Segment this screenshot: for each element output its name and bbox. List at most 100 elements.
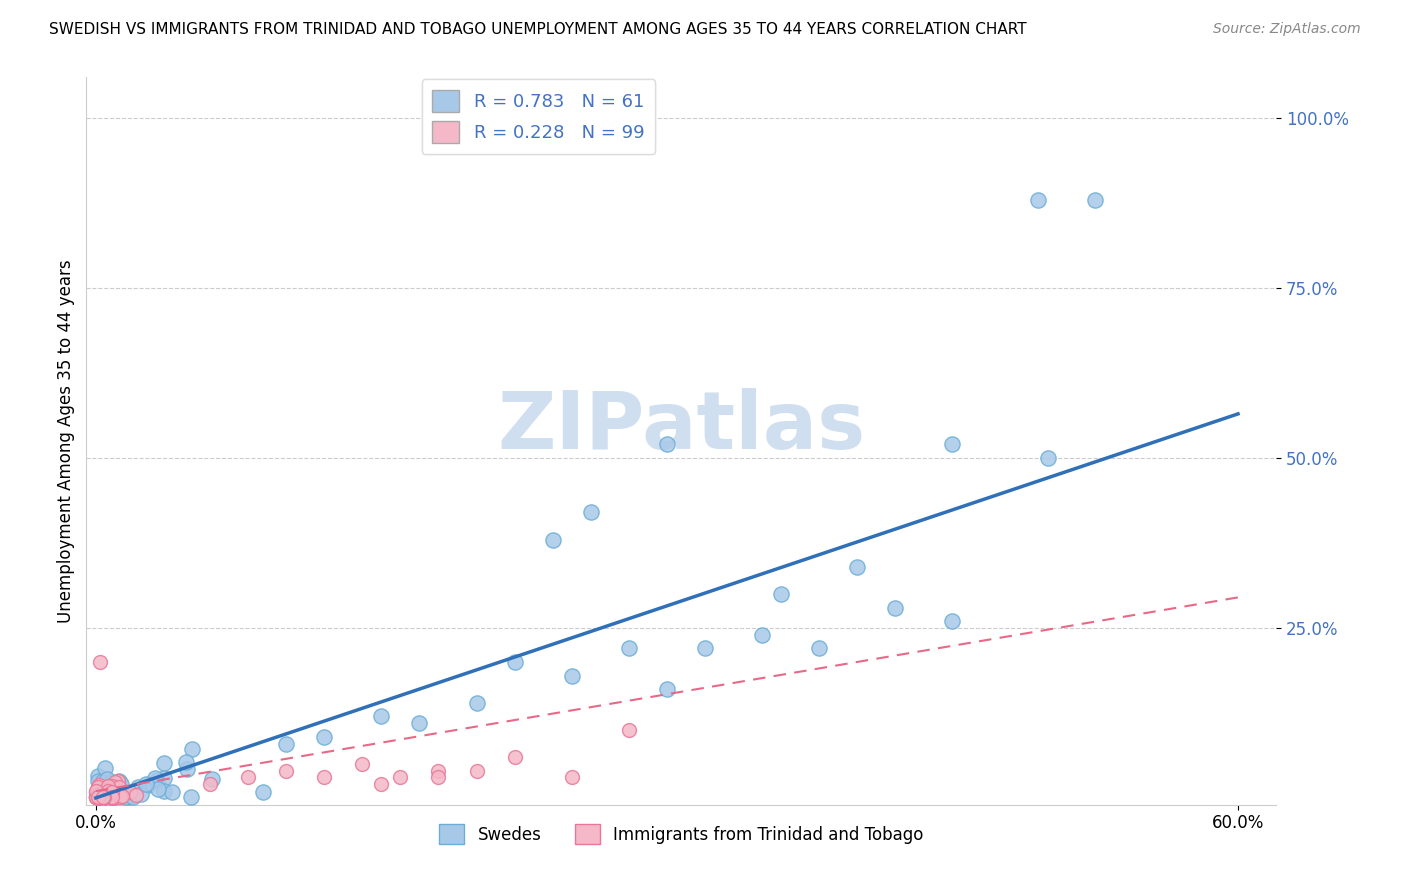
Text: SWEDISH VS IMMIGRANTS FROM TRINIDAD AND TOBAGO UNEMPLOYMENT AMONG AGES 35 TO 44 : SWEDISH VS IMMIGRANTS FROM TRINIDAD AND … bbox=[49, 22, 1026, 37]
Point bbox=[427, 764, 450, 778]
Point bbox=[541, 533, 564, 547]
Point bbox=[90, 790, 112, 805]
Point bbox=[370, 709, 392, 723]
Point bbox=[152, 784, 174, 798]
Point bbox=[100, 775, 122, 789]
Point bbox=[314, 730, 336, 744]
Point bbox=[276, 737, 298, 751]
Point bbox=[1036, 451, 1059, 466]
Point bbox=[153, 756, 176, 771]
Point bbox=[96, 789, 118, 803]
Point bbox=[94, 790, 117, 805]
Point bbox=[120, 789, 142, 804]
Point bbox=[100, 780, 122, 794]
Point bbox=[94, 782, 117, 797]
Legend: R = 0.783   N = 61, R = 0.228   N = 99: R = 0.783 N = 61, R = 0.228 N = 99 bbox=[422, 79, 655, 154]
Point bbox=[94, 780, 117, 794]
Point bbox=[104, 790, 127, 805]
Point bbox=[98, 790, 121, 805]
Point bbox=[93, 790, 115, 805]
Point bbox=[87, 790, 110, 805]
Point bbox=[236, 771, 259, 785]
Point bbox=[91, 790, 114, 805]
Point bbox=[101, 783, 124, 797]
Point bbox=[96, 790, 118, 805]
Point bbox=[86, 790, 108, 805]
Point bbox=[143, 771, 166, 785]
Point bbox=[87, 790, 110, 805]
Point bbox=[86, 769, 108, 783]
Point bbox=[84, 790, 107, 805]
Point bbox=[94, 789, 117, 804]
Point bbox=[86, 790, 108, 805]
Point bbox=[941, 437, 963, 451]
Point bbox=[89, 790, 111, 805]
Point bbox=[87, 786, 110, 800]
Point bbox=[87, 790, 110, 805]
Point bbox=[104, 790, 127, 805]
Point bbox=[314, 771, 336, 785]
Point bbox=[89, 782, 111, 797]
Point bbox=[111, 789, 134, 803]
Point bbox=[129, 787, 152, 801]
Point bbox=[86, 789, 108, 804]
Point bbox=[127, 780, 149, 794]
Point bbox=[89, 789, 111, 804]
Point bbox=[162, 785, 184, 799]
Point bbox=[86, 790, 108, 805]
Point bbox=[84, 790, 107, 805]
Point bbox=[503, 655, 526, 669]
Point bbox=[87, 790, 110, 805]
Point bbox=[100, 780, 122, 794]
Point bbox=[176, 762, 198, 776]
Point bbox=[86, 788, 108, 802]
Point bbox=[941, 614, 963, 628]
Point bbox=[90, 790, 112, 805]
Point bbox=[87, 774, 110, 789]
Point bbox=[91, 790, 114, 805]
Point bbox=[1084, 193, 1107, 207]
Point bbox=[693, 641, 716, 656]
Point bbox=[89, 790, 111, 805]
Point bbox=[89, 790, 111, 805]
Point bbox=[655, 682, 678, 697]
Point bbox=[100, 790, 122, 805]
Text: ZIPatlas: ZIPatlas bbox=[498, 387, 865, 466]
Point bbox=[98, 789, 121, 803]
Point bbox=[93, 790, 115, 805]
Point bbox=[808, 641, 831, 656]
Point bbox=[146, 781, 169, 796]
Point bbox=[125, 788, 148, 802]
Point bbox=[98, 788, 121, 802]
Point bbox=[579, 505, 602, 519]
Point bbox=[655, 437, 678, 451]
Point bbox=[352, 756, 374, 771]
Point bbox=[91, 790, 114, 805]
Point bbox=[94, 790, 117, 805]
Point bbox=[108, 790, 131, 805]
Point bbox=[617, 641, 640, 656]
Point bbox=[98, 790, 121, 805]
Point bbox=[107, 773, 129, 788]
Point bbox=[87, 790, 110, 805]
Point bbox=[107, 780, 129, 795]
Point bbox=[104, 774, 127, 789]
Point bbox=[89, 789, 111, 804]
Point bbox=[118, 785, 141, 799]
Point bbox=[86, 790, 108, 805]
Point bbox=[180, 790, 202, 805]
Point bbox=[503, 750, 526, 764]
Point bbox=[465, 764, 488, 778]
Point bbox=[117, 789, 139, 804]
Point bbox=[122, 790, 145, 805]
Point bbox=[91, 784, 114, 798]
Point bbox=[751, 628, 773, 642]
Point bbox=[91, 786, 114, 800]
Point bbox=[427, 771, 450, 785]
Point bbox=[103, 790, 125, 805]
Point bbox=[770, 587, 793, 601]
Point bbox=[86, 784, 108, 798]
Point bbox=[107, 789, 129, 803]
Point bbox=[174, 755, 197, 769]
Point bbox=[90, 787, 112, 801]
